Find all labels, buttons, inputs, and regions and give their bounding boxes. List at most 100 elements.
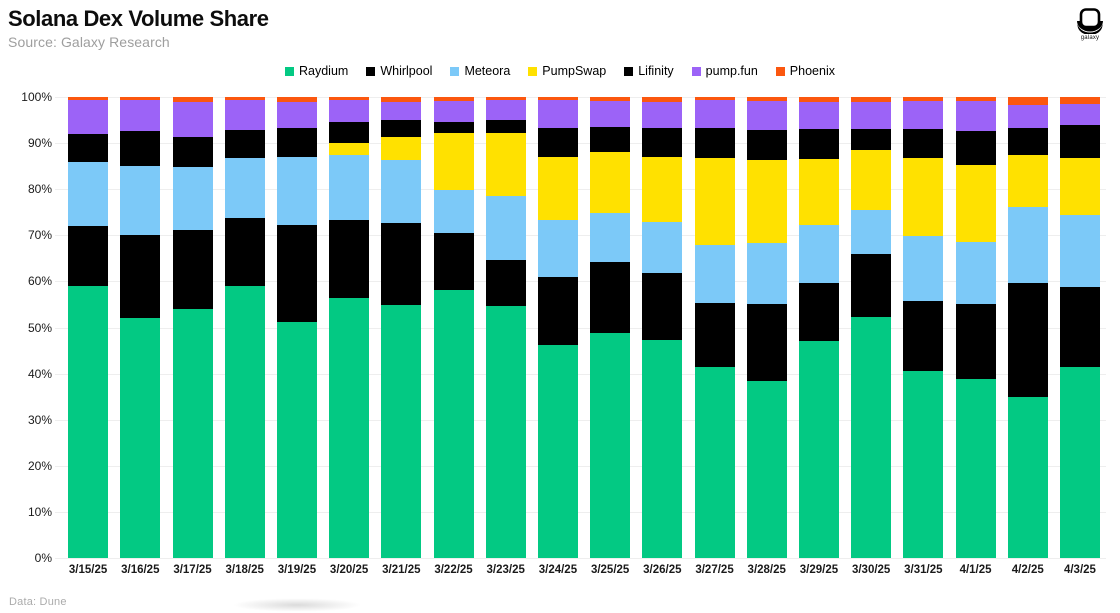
- bar-slot: [532, 97, 584, 558]
- bar-segment: [1007, 155, 1048, 207]
- bar-segment: [224, 100, 265, 131]
- stacked-bar: [381, 97, 422, 558]
- bar-segment: [955, 241, 996, 304]
- gridline: [55, 511, 1106, 513]
- x-axis-label: 3/28/25: [747, 564, 786, 576]
- plot-area: 0% 10% 20% 30% 40% 50% 60% 70% 80% 90% 100%: [21, 90, 1106, 565]
- bar-slot: [949, 97, 1001, 558]
- shadow-smudge: [212, 596, 382, 613]
- x-axis-label: 4/3/25: [1063, 564, 1096, 576]
- bar-slot: [845, 97, 897, 558]
- bars-container: [62, 97, 1106, 558]
- gridline: [55, 373, 1106, 375]
- x-axis-label: 3/21/25: [382, 564, 421, 576]
- bar-segment: [1059, 286, 1100, 368]
- bar-segment: [590, 261, 631, 333]
- bar-segment: [329, 155, 370, 221]
- bar-slot: [427, 97, 479, 558]
- bar-segment: [590, 332, 631, 558]
- y-axis-label: 90%: [27, 136, 52, 151]
- bar-slot: [793, 97, 845, 558]
- bar-segment: [68, 97, 109, 101]
- bar-segment: [172, 97, 213, 102]
- bar-segment: [381, 101, 422, 121]
- bar-segment: [276, 225, 317, 322]
- stacked-bar: [851, 97, 892, 558]
- bar-segment: [851, 150, 892, 210]
- gridline: [55, 235, 1106, 237]
- bar-slot: [741, 97, 793, 558]
- bar-segment: [1059, 125, 1100, 159]
- bar-segment: [276, 127, 317, 157]
- stacked-bar: [329, 97, 370, 558]
- bar-segment: [694, 99, 735, 128]
- y-axis-label: 60%: [27, 274, 52, 289]
- bar-segment: [381, 120, 422, 138]
- stacked-bar: [798, 97, 839, 558]
- legend-swatch: [285, 66, 294, 76]
- legend-swatch: [366, 66, 376, 76]
- x-axis-label: 3/20/25: [329, 564, 369, 576]
- legend-swatch: [691, 66, 701, 76]
- legend-label: Lifinity: [638, 64, 674, 78]
- bar-segment: [120, 97, 161, 101]
- gridline: [55, 465, 1106, 467]
- bar-segment: [955, 97, 996, 101]
- legend-item: pump.fun: [691, 64, 758, 78]
- bar-segment: [224, 217, 265, 287]
- legend-item: Phoenix: [775, 64, 835, 78]
- legend-swatch: [775, 66, 785, 76]
- x-axis-label: 3/24/25: [538, 564, 578, 576]
- bar-segment: [798, 158, 839, 226]
- bar-segment: [68, 100, 109, 134]
- bar-segment: [1007, 104, 1048, 129]
- bar-segment: [851, 317, 892, 558]
- bar-segment: [798, 340, 839, 558]
- bar-segment: [485, 133, 526, 197]
- galaxy-logo-icon: [1077, 8, 1103, 34]
- bar-segment: [851, 254, 892, 318]
- bar-slot: [1054, 97, 1106, 558]
- bar-segment: [694, 158, 735, 245]
- bar-segment: [642, 221, 683, 274]
- legend-item: Lifinity: [624, 64, 674, 78]
- x-axis-label: 3/26/25: [643, 564, 682, 576]
- bar-segment: [537, 156, 578, 221]
- stacked-bar: [485, 97, 526, 558]
- legend-item: PumpSwap: [528, 64, 606, 78]
- x-axis-label: 3/17/25: [173, 564, 212, 576]
- bar-segment: [68, 226, 109, 287]
- bar-slot: [636, 97, 688, 558]
- x-axis-label: 3/23/25: [486, 564, 525, 576]
- bar-segment: [537, 99, 578, 128]
- bar-segment: [68, 133, 109, 162]
- bar-segment: [590, 127, 631, 152]
- bar-segment: [642, 101, 683, 129]
- bar-segment: [642, 128, 683, 157]
- bar-segment: [746, 380, 787, 558]
- bar-segment: [120, 166, 161, 235]
- bar-segment: [224, 157, 265, 218]
- bar-segment: [537, 97, 578, 100]
- x-axis-label: 3/19/25: [277, 564, 317, 576]
- x-axis-label: 3/27/25: [695, 564, 734, 576]
- bar-segment: [746, 100, 787, 131]
- source-subtitle: Source: Galaxy Research: [8, 34, 170, 50]
- bar-segment: [851, 97, 892, 102]
- bar-segment: [798, 97, 839, 102]
- bar-segment: [642, 339, 683, 558]
- bar-segment: [224, 97, 265, 101]
- bar-segment: [537, 127, 578, 157]
- stacked-bar: [537, 97, 578, 558]
- bar-segment: [329, 97, 370, 100]
- bar-segment: [381, 222, 422, 305]
- galaxy-logo: galaxy: [1070, 8, 1110, 41]
- stacked-bar: [1059, 97, 1100, 558]
- bar-segment: [329, 121, 370, 144]
- x-axis-label: 3/31/25: [904, 564, 943, 576]
- bar-segment: [798, 101, 839, 129]
- bar-segment: [1007, 128, 1048, 156]
- bar-segment: [329, 298, 370, 558]
- legend-label: Phoenix: [789, 64, 835, 78]
- bar-segment: [1007, 206, 1048, 284]
